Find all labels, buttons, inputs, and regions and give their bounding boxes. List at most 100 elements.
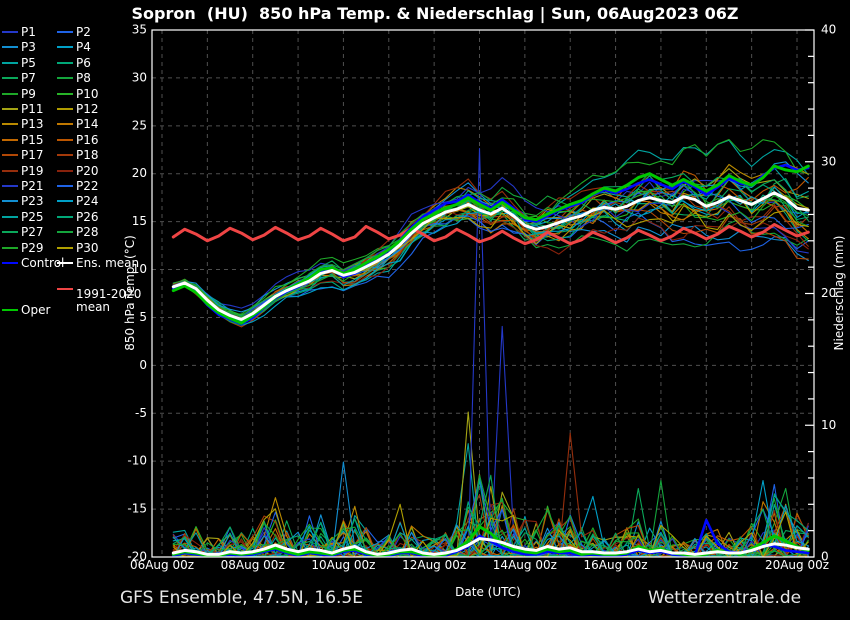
legend-item-P1: P1 (2, 25, 36, 39)
temp-tick-label: 0 (139, 358, 147, 372)
legend-label: P11 (21, 102, 44, 116)
legend-swatch (57, 215, 73, 218)
legend-label: P10 (76, 86, 99, 101)
legend-item-clim-mean: 1991-2020 mean (57, 288, 142, 314)
legend-label: Control (21, 256, 65, 270)
legend-item-P30: P30 (57, 241, 99, 255)
legend-item-P13: P13 (2, 117, 44, 131)
legend-label: P5 (21, 55, 36, 70)
legend-item-P12: P12 (57, 102, 99, 116)
legend-item-P28: P28 (57, 225, 99, 239)
legend-label: P7 (21, 71, 36, 86)
legend-swatch (57, 46, 73, 49)
legend-item-P5: P5 (2, 56, 36, 70)
legend-label: P24 (76, 194, 99, 209)
legend-item-P19: P19 (2, 164, 44, 178)
legend-item-P14: P14 (57, 117, 99, 131)
date-tick-label: 18Aug 00z (674, 558, 738, 572)
legend-label: P13 (21, 117, 44, 132)
temp-tick-label: -5 (135, 406, 147, 420)
legend-item-P22: P22 (57, 179, 99, 193)
legend-swatch (57, 262, 73, 264)
date-tick-label: 16Aug 00z (584, 558, 648, 572)
legend-item-P10: P10 (57, 87, 99, 101)
legend-label: P26 (76, 209, 99, 224)
legend-swatch (57, 200, 73, 203)
legend-item-P2: P2 (57, 25, 91, 39)
footer-model-info: GFS Ensemble, 47.5N, 16.5E (120, 588, 363, 608)
temp-tick-label: 30 (132, 70, 147, 84)
legend-item-P21: P21 (2, 179, 44, 193)
legend-item-P15: P15 (2, 133, 44, 147)
legend-swatch (2, 185, 18, 187)
legend-swatch (57, 92, 73, 95)
ens-mean-temp-line (171, 191, 810, 321)
ens-mean-precip-line (171, 537, 810, 556)
legend-swatch (2, 246, 18, 249)
legend-swatch (57, 31, 73, 33)
legend-label: P25 (21, 209, 44, 224)
date-tick-label: 20Aug 00z (765, 558, 829, 572)
legend-item-P20: P20 (57, 164, 99, 178)
legend-label: P30 (76, 240, 99, 255)
legend-item-P6: P6 (57, 56, 91, 70)
y-axis-right-label: Niederschlag (mm) (832, 235, 846, 351)
legend-label: P19 (21, 163, 44, 178)
x-axis-label: Date (UTC) (455, 585, 521, 599)
series-lines (171, 138, 810, 557)
legend-label: Ens. mean (76, 256, 140, 270)
legend-label: P15 (21, 132, 44, 147)
legend-swatch (2, 123, 18, 126)
legend-label: P12 (76, 102, 99, 116)
legend-label: P21 (21, 179, 44, 193)
date-tick-label: 12Aug 00z (402, 558, 466, 572)
legend-swatch (57, 154, 73, 157)
date-tick-label: 14Aug 00z (493, 558, 557, 572)
precip-tick-label: 10 (821, 418, 836, 432)
legend-swatch (2, 215, 18, 218)
legend-swatch (57, 123, 73, 126)
date-tick-label: 06Aug 00z (130, 558, 194, 572)
precip-tick-label: 0 (821, 550, 829, 564)
legend-item-ens-mean: Ens. mean (57, 256, 139, 270)
legend-label: P20 (76, 163, 99, 178)
legend-swatch (2, 169, 18, 172)
legend-swatch (2, 231, 18, 234)
legend-swatch (2, 31, 18, 33)
member-P20-precip-line (172, 503, 809, 557)
legend-item-P18: P18 (57, 148, 99, 162)
member-P30-precip-line (172, 503, 809, 557)
legend-label: P22 (76, 179, 99, 193)
legend-item-P3: P3 (2, 40, 36, 54)
legend-item-P11: P11 (2, 102, 44, 116)
legend-item-P24: P24 (57, 194, 99, 208)
temp-tick-label: -20 (127, 550, 147, 564)
legend-item-P26: P26 (57, 210, 99, 224)
member-P12-precip-line (172, 486, 809, 557)
member-P3-temp-line (172, 182, 809, 318)
clim-mean-temp-line (171, 223, 810, 246)
legend-item-P23: P23 (2, 194, 44, 208)
legend-swatch (57, 246, 73, 249)
legend-label: P23 (21, 194, 44, 209)
legend-label: P14 (76, 117, 99, 132)
gridlines (152, 30, 814, 557)
axis-tick-labels: 35 30 25 20 15 10 5 0 -5 -10 -15 -20 40 30 20 10 0 06Aug … (127, 23, 836, 573)
member-P23-temp-line (172, 161, 809, 313)
legend-label: P3 (21, 40, 36, 55)
precip-tick-label: 30 (821, 154, 836, 168)
legend: P1 P2 P3 P4 P5 P6 P7 P8 P9 P10 P11 P12 P13 P14 P15 P16 P… (2, 25, 141, 325)
legend-item-P29: P29 (2, 241, 44, 255)
legend-swatch (2, 138, 18, 141)
temp-tick-label: 25 (132, 118, 147, 132)
legend-swatch (2, 61, 18, 64)
legend-label: P28 (76, 225, 99, 240)
temp-tick-label: 35 (132, 23, 147, 37)
temp-tick-label: 10 (132, 262, 147, 276)
legend-swatch (57, 288, 73, 290)
legend-label: P9 (21, 86, 36, 101)
legend-item-P25: P25 (2, 210, 44, 224)
legend-item-P7: P7 (2, 71, 36, 85)
member-P27-precip-line (172, 474, 809, 557)
